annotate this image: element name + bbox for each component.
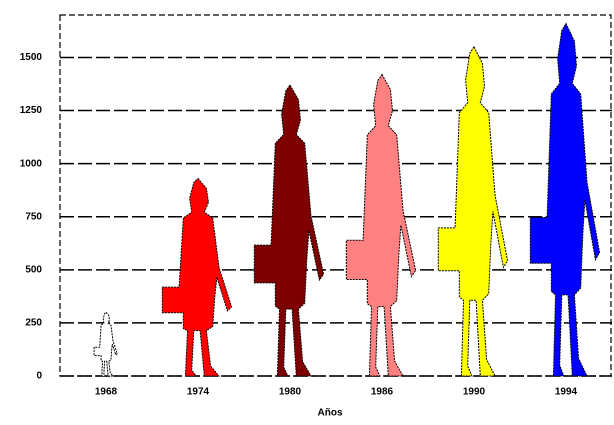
x-axis-label: Años (318, 408, 343, 419)
x-tick-label: 1986 (371, 387, 394, 398)
y-tick-label: 500 (25, 264, 42, 275)
figure (254, 85, 323, 376)
y-tick-label: 0 (36, 371, 42, 382)
x-tick-label: 1990 (463, 387, 486, 398)
y-tick-label: 1250 (20, 105, 43, 116)
figure (438, 47, 507, 376)
figure (94, 312, 117, 376)
y-tick-label: 1500 (20, 52, 43, 63)
y-tick-label: 750 (25, 211, 42, 222)
x-tick-label: 1968 (95, 387, 118, 398)
y-tick-label: 250 (25, 318, 42, 329)
x-tick-label: 1994 (555, 387, 578, 398)
plot-frame (60, 15, 611, 376)
chart: Años 0 250 500 750 1000 1250 1500 1968 1974 1980 1… (0, 0, 614, 420)
figure (162, 179, 231, 377)
x-tick-label: 1980 (279, 387, 302, 398)
figure (346, 75, 415, 377)
y-tick-label: 1000 (20, 158, 43, 169)
x-tick-label: 1974 (187, 387, 210, 398)
